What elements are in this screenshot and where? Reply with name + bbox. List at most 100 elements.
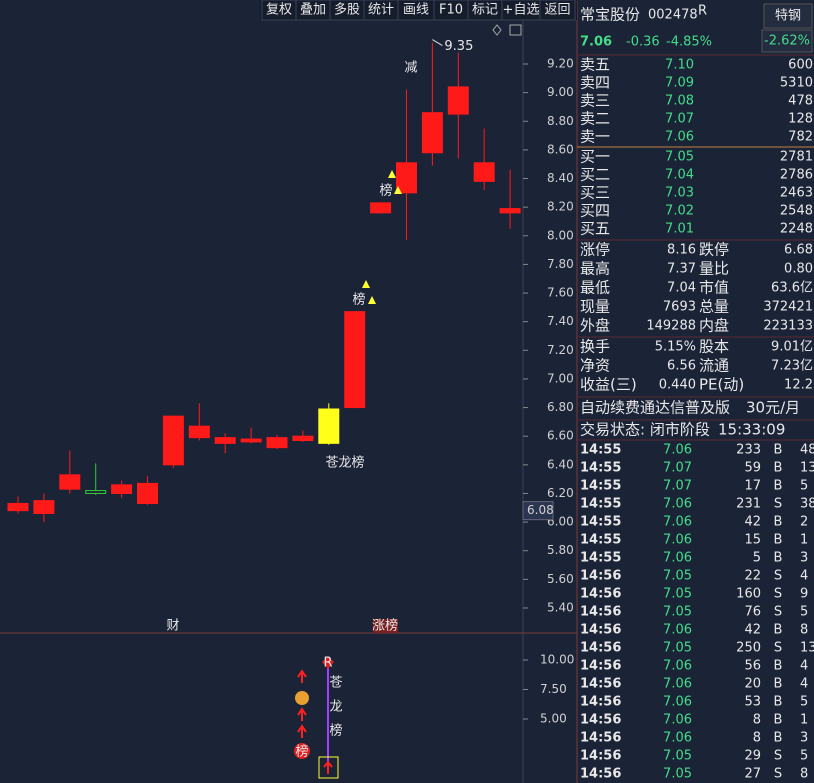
annotation-canglong: 苍龙榜 [325,455,364,471]
stat-value: 8.16 [667,243,696,258]
trade-volume: 22 [744,569,761,584]
sector-name[interactable]: 特钢 [775,9,801,24]
trade-count: 5 [800,749,808,764]
triangle [388,170,402,194]
book-price: 7.05 [665,150,694,165]
trade-time: 14:56 [580,623,621,638]
trade-price: 7.06 [663,731,692,746]
last-price-label: 6.08 [527,503,554,517]
stock-name: 常宝股份 [580,6,640,24]
trade-side: B [774,461,783,476]
promo[interactable]: 自动续费通达信普及版 [580,399,730,417]
candle-body [188,425,210,439]
stat-label: 总量 [699,298,729,316]
stat-value: 6.68 [784,243,813,258]
trade-count: 5 [800,479,808,494]
trade-time: 15:33:09 [718,421,785,439]
y-tick-label: 6.60 [547,429,574,443]
trade-price: 7.06 [663,533,692,548]
trade-side: B [774,695,783,710]
toolbar-label[interactable]: 标记 [472,3,498,18]
stat-label: 最低 [580,279,610,297]
stat-label: 量比 [699,260,729,278]
stat-label: 涨停 [580,241,610,259]
toolbar-label[interactable]: 叠加 [300,3,326,18]
stat-label: 流通 [699,357,729,375]
trade-price: 7.06 [663,515,692,530]
trade-side: S [774,749,782,764]
stat-label: PE(动) [699,376,744,394]
stock-code: 002478 [648,8,698,23]
trade-time: 14:55 [580,443,621,458]
candle-body [421,112,443,154]
trade-time: 14:55 [580,533,621,548]
stat-label: 净资 [580,357,610,375]
toolbar-label[interactable]: 统计 [368,3,394,18]
annotation-zhangbang: 涨榜 [372,618,398,634]
candle-body [499,208,521,214]
trade-side: S [774,497,782,512]
trade-side: B [774,443,783,458]
candle-body [59,474,81,490]
toolbar-label[interactable]: 多股 [334,2,360,18]
trade-side: B [774,551,783,566]
change: -0.36 [626,35,660,50]
stat-label: 换手 [580,338,610,356]
trade-count: 4 [800,677,808,692]
trade-price: 7.06 [663,713,692,728]
price: 7.06 [580,35,612,50]
trade-price: 7.05 [663,587,692,602]
promo-price[interactable]: 30元/月 [746,399,800,417]
trade-price: 7.06 [663,695,692,710]
toolbar-label[interactable]: 返回 [544,3,570,18]
y-tick-label: 8.80 [547,114,574,128]
marker-label: R [323,656,332,671]
toolbar-label[interactable]: +自选 [503,3,540,18]
stat-label: 股本 [699,338,729,356]
trade-side: B [774,479,783,494]
book-volume: 2463 [780,186,813,201]
y-tick-label: 5.60 [547,572,574,586]
book-volume: 128 [788,112,813,127]
trade-time: 14:56 [580,659,621,674]
candle-body [344,311,366,409]
trade-volume: 5 [753,551,761,566]
sector-pct-box [761,29,813,53]
trade-volume: 56 [744,659,761,674]
book-price: 7.07 [665,112,694,127]
trade-side: B [774,515,783,530]
trade-count: 1 [800,713,808,728]
trade-count: 48 [800,443,814,458]
sector-box[interactable] [763,3,813,29]
toolbar-button[interactable] [539,0,576,21]
trade-time: 14:56 [580,767,621,782]
y-tick-label: 7.50 [540,682,567,696]
badge-label: 榜 [295,744,308,760]
annotation-bg [373,619,398,633]
trade-count: 2 [800,515,808,530]
y-tick-label: 7.00 [547,371,574,385]
y-tick-label: 5.00 [540,712,567,726]
y-tick-label: 6.40 [547,457,574,471]
candle-body [266,437,288,449]
trade-side: S [774,569,782,584]
badge-circle [294,743,310,759]
candle-body [33,500,55,514]
trade-time: 14:56 [580,695,621,710]
toolbar-label[interactable]: F10 [439,3,463,18]
book-price: 7.04 [665,168,694,183]
book-volume: 2248 [780,222,813,237]
window-icon[interactable] [509,24,522,36]
trade-side: B [774,713,783,728]
diamond-icon[interactable] [492,24,502,36]
trade-price: 7.05 [663,767,692,782]
y-tick-label: 7.80 [547,257,574,271]
toolbar-label[interactable]: 画线 [403,3,429,18]
trade-price: 7.06 [663,677,692,692]
book-label: 卖一 [580,128,610,146]
change-pct: -4.85% [666,35,712,50]
toolbar-label[interactable]: 复权 [266,2,292,18]
marker-shape [322,656,334,669]
trade-count: 38 [800,497,814,512]
stat-label: 现量 [580,298,610,316]
